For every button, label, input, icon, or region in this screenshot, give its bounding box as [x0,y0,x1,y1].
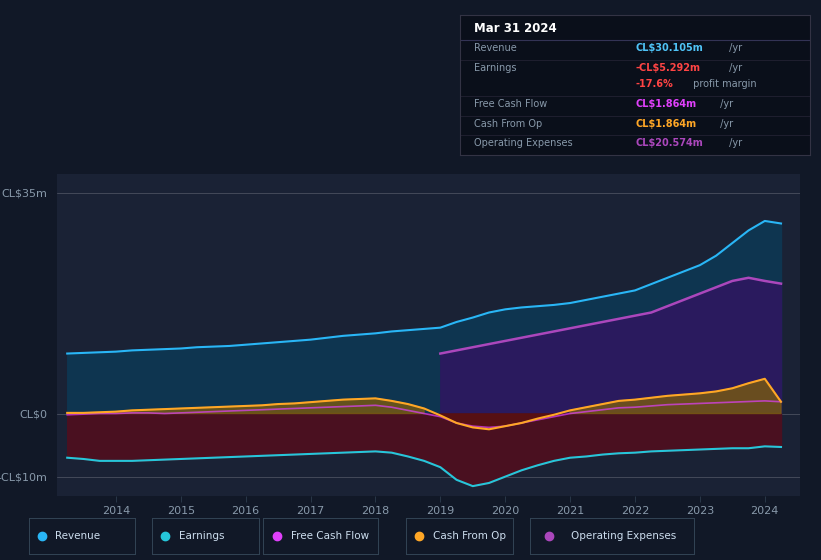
Text: Earnings: Earnings [179,531,224,541]
Text: Operating Expenses: Operating Expenses [571,531,676,541]
Text: Cash From Op: Cash From Op [433,531,506,541]
Text: Revenue: Revenue [56,531,100,541]
Text: Revenue: Revenue [474,43,516,53]
Text: /yr: /yr [726,63,742,73]
Text: profit margin: profit margin [690,80,756,90]
Text: /yr: /yr [717,119,733,129]
Text: -17.6%: -17.6% [635,80,672,90]
Text: CL$20.574m: CL$20.574m [635,138,703,148]
Text: -CL$5.292m: -CL$5.292m [635,63,700,73]
Text: Free Cash Flow: Free Cash Flow [291,531,369,541]
Text: /yr: /yr [726,43,742,53]
Text: Earnings: Earnings [474,63,516,73]
Text: CL$30.105m: CL$30.105m [635,43,703,53]
Text: CL$1.864m: CL$1.864m [635,119,696,129]
Text: Cash From Op: Cash From Op [474,119,542,129]
Text: CL$1.864m: CL$1.864m [635,99,696,109]
Text: /yr: /yr [726,138,742,148]
Text: /yr: /yr [717,99,733,109]
Text: Free Cash Flow: Free Cash Flow [474,99,548,109]
Text: Operating Expenses: Operating Expenses [474,138,572,148]
Text: Mar 31 2024: Mar 31 2024 [474,22,557,35]
